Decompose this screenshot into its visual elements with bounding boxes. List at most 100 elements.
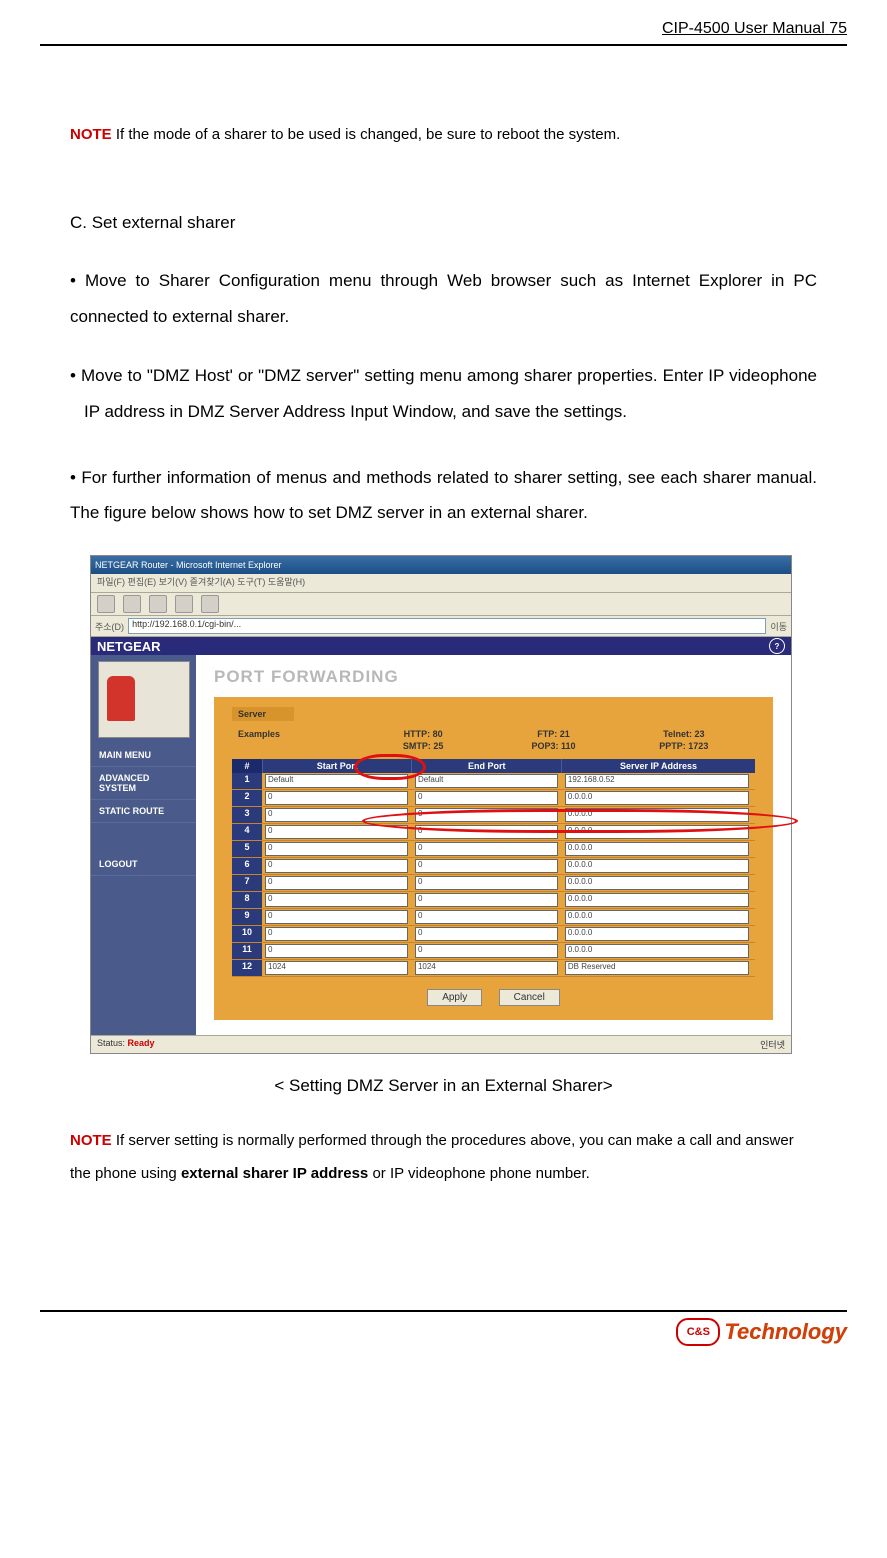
address-input[interactable]: http://192.168.0.1/cgi-bin/... [128, 618, 766, 634]
start-port-input[interactable]: 0 [265, 944, 408, 958]
start-port-input[interactable]: 0 [265, 876, 408, 890]
row-end: 0 [412, 892, 562, 908]
row-start: 1024 [262, 960, 412, 976]
end-port-input[interactable]: 0 [415, 859, 558, 873]
row-end: 0 [412, 807, 562, 823]
ip-input[interactable]: DB Reserved [565, 961, 749, 975]
ip-input[interactable]: 0.0.0.0 [565, 808, 749, 822]
examples-label: Examples [238, 729, 358, 752]
end-port-input[interactable]: 0 [415, 842, 558, 856]
start-port-input[interactable]: 0 [265, 825, 408, 839]
row-num: 5 [232, 841, 262, 857]
browser-menubar: 파일(F) 편집(E) 보기(V) 즐겨찾기(A) 도구(T) 도움말(H) [91, 574, 791, 593]
server-label: Server [232, 707, 294, 721]
example-col-2: FTP: 21 POP3: 110 [488, 729, 618, 752]
stop-icon[interactable] [149, 595, 167, 613]
row-start: 0 [262, 807, 412, 823]
start-port-input[interactable]: 0 [265, 893, 408, 907]
start-port-input[interactable]: 0 [265, 808, 408, 822]
row-ip: 0.0.0.0 [562, 892, 755, 908]
row-num: 12 [232, 960, 262, 976]
row-start: Default [262, 773, 412, 789]
footer-rule [40, 1310, 847, 1312]
th-ip: Server IP Address [561, 759, 755, 773]
end-port-input[interactable]: 0 [415, 808, 558, 822]
row-num: 8 [232, 892, 262, 908]
end-port-input[interactable]: 0 [415, 825, 558, 839]
table-row: 1210241024DB Reserved [232, 960, 755, 977]
end-port-input[interactable]: 0 [415, 944, 558, 958]
apply-button[interactable]: Apply [427, 989, 482, 1006]
ip-input[interactable]: 0.0.0.0 [565, 842, 749, 856]
sidebar-item-static[interactable]: STATIC ROUTE [91, 800, 196, 823]
row-num: 11 [232, 943, 262, 959]
row-start: 0 [262, 858, 412, 874]
ip-input[interactable]: 0.0.0.0 [565, 927, 749, 941]
note2-label: NOTE [70, 1132, 112, 1149]
start-port-input[interactable]: 0 [265, 859, 408, 873]
start-port-input[interactable]: 1024 [265, 961, 408, 975]
note-2: NOTE If server setting is normally perfo… [70, 1124, 817, 1190]
start-port-input[interactable]: 0 [265, 791, 408, 805]
table-row: 9000.0.0.0 [232, 909, 755, 926]
note-text: If the mode of a sharer to be used is ch… [112, 126, 621, 143]
end-port-input[interactable]: 0 [415, 876, 558, 890]
footer-logo: C&S Technology [40, 1318, 847, 1346]
refresh-icon[interactable] [175, 595, 193, 613]
row-ip: 0.0.0.0 [562, 807, 755, 823]
ip-input[interactable]: 0.0.0.0 [565, 893, 749, 907]
ip-input[interactable]: 0.0.0.0 [565, 825, 749, 839]
start-port-input[interactable]: 0 [265, 842, 408, 856]
row-end: 0 [412, 858, 562, 874]
ip-input[interactable]: 0.0.0.0 [565, 791, 749, 805]
end-port-input[interactable]: 0 [415, 927, 558, 941]
go-button[interactable]: 이동 [770, 620, 787, 633]
end-port-input[interactable]: 0 [415, 791, 558, 805]
row-start: 0 [262, 892, 412, 908]
cancel-button[interactable]: Cancel [499, 989, 560, 1006]
table-row: 10000.0.0.0 [232, 926, 755, 943]
sidebar-illustration [98, 661, 190, 738]
row-end: 0 [412, 926, 562, 942]
ip-input[interactable]: 0.0.0.0 [565, 944, 749, 958]
start-port-input[interactable]: Default [265, 774, 408, 788]
table-row: 2000.0.0.0 [232, 790, 755, 807]
forward-icon[interactable] [123, 595, 141, 613]
end-port-input[interactable]: 0 [415, 910, 558, 924]
start-port-input[interactable]: 0 [265, 910, 408, 924]
row-ip: 0.0.0.0 [562, 841, 755, 857]
help-icon[interactable]: ? [769, 638, 785, 654]
end-port-input[interactable]: 1024 [415, 961, 558, 975]
table-row: 7000.0.0.0 [232, 875, 755, 892]
sidebar-item-advanced[interactable]: ADVANCED SYSTEM [91, 767, 196, 800]
table-row: 8000.0.0.0 [232, 892, 755, 909]
home-icon[interactable] [201, 595, 219, 613]
th-end: End Port [411, 759, 560, 773]
note-label: NOTE [70, 126, 112, 143]
end-port-input[interactable]: Default [415, 774, 558, 788]
row-start: 0 [262, 790, 412, 806]
table-row: 4000.0.0.0 [232, 824, 755, 841]
ip-input[interactable]: 192.168.0.52 [565, 774, 749, 788]
row-end: 0 [412, 875, 562, 891]
start-port-input[interactable]: 0 [265, 927, 408, 941]
back-icon[interactable] [97, 595, 115, 613]
row-ip: 0.0.0.0 [562, 875, 755, 891]
row-ip: 0.0.0.0 [562, 909, 755, 925]
row-ip: 0.0.0.0 [562, 824, 755, 840]
row-num: 1 [232, 773, 262, 789]
logo-text: Technology [724, 1319, 847, 1345]
sidebar-item-logout[interactable]: LOGOUT [91, 853, 196, 876]
port-forwarding-title: PORT FORWARDING [214, 667, 773, 687]
ip-input[interactable]: 0.0.0.0 [565, 910, 749, 924]
note-1: NOTE If the mode of a sharer to be used … [70, 126, 817, 143]
browser-titlebar: NETGEAR Router - Microsoft Internet Expl… [91, 556, 791, 574]
logo-badge: C&S [676, 1318, 720, 1346]
end-port-input[interactable]: 0 [415, 893, 558, 907]
th-num: # [232, 759, 262, 773]
ip-input[interactable]: 0.0.0.0 [565, 859, 749, 873]
example-col-1: HTTP: 80 SMTP: 25 [358, 729, 488, 752]
row-num: 9 [232, 909, 262, 925]
ip-input[interactable]: 0.0.0.0 [565, 876, 749, 890]
sidebar-item-main[interactable]: MAIN MENU [91, 744, 196, 767]
